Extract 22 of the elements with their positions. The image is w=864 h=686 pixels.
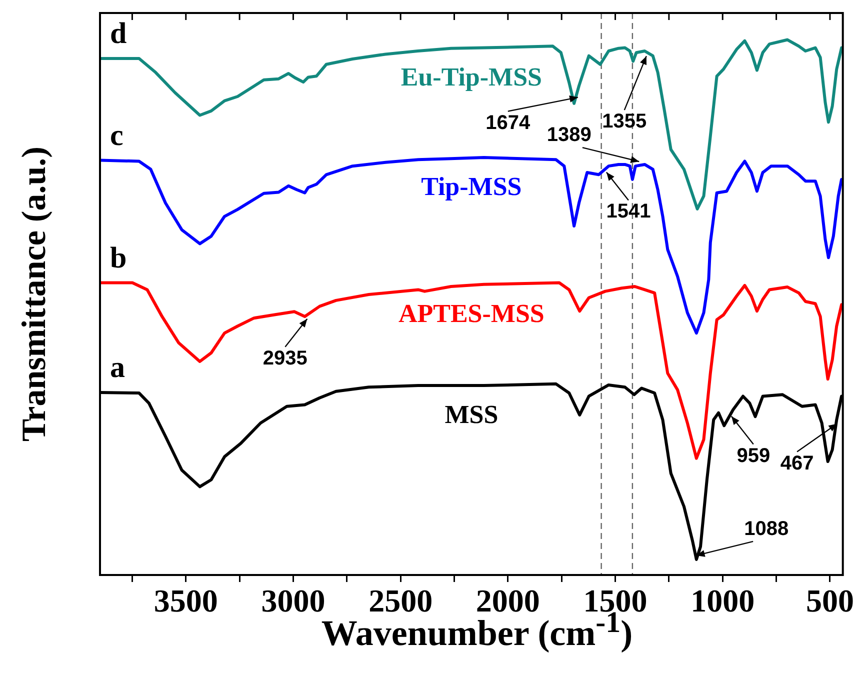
annotation: a [110,351,125,384]
series-label: Tip-MSS [421,172,522,202]
annotation: c [110,118,124,152]
x-tick-label: 3000 [261,582,326,618]
annotation: 959 [736,444,770,467]
x-tick-label: 2000 [476,582,540,618]
x-tick-label: 3500 [154,582,218,618]
x-tick-label: 500 [806,582,854,618]
x-tick-label: 1000 [690,582,755,618]
annotation: 467 [780,452,814,474]
annotation: d [110,17,127,50]
annotation: 1674 [486,112,532,134]
annotation: 1088 [744,518,789,540]
annotation: 2935 [262,347,308,370]
annotation: 1355 [602,110,647,133]
series-label: MSS [444,400,498,430]
series-label: Eu-Tip-MSS [400,62,542,92]
annotation: b [110,242,127,275]
series-label: APTES-MSS [398,299,544,328]
y-axis-title: Transmittance (a.u.) [16,146,54,442]
annotation: 1389 [546,124,592,146]
annotation: 1541 [606,200,651,223]
